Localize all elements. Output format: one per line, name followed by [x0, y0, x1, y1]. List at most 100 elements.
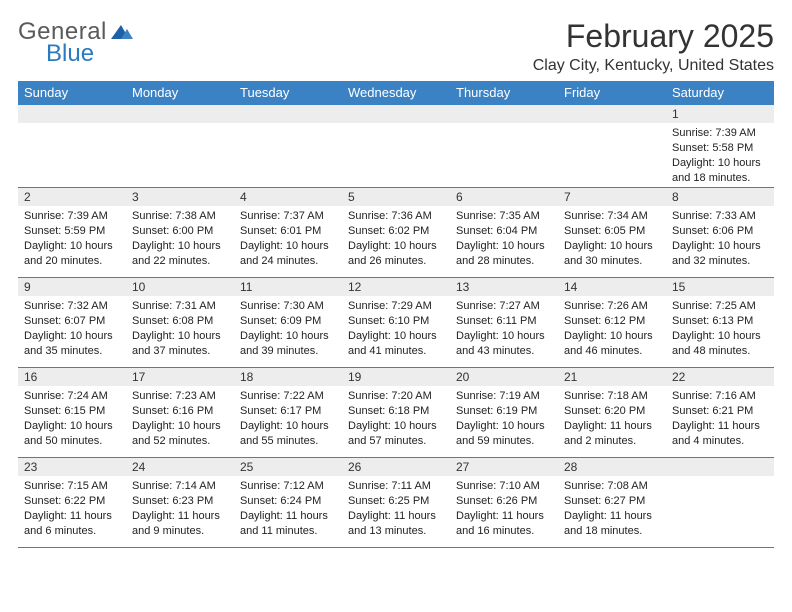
sunset-text: Sunset: 6:02 PM [348, 224, 444, 239]
day-details: Sunrise: 7:35 AMSunset: 6:04 PMDaylight:… [450, 206, 558, 270]
calendar-cell: 26Sunrise: 7:11 AMSunset: 6:25 PMDayligh… [342, 458, 450, 548]
calendar-cell: 27Sunrise: 7:10 AMSunset: 6:26 PMDayligh… [450, 458, 558, 548]
daylight-text: Daylight: 11 hours and 18 minutes. [564, 509, 660, 539]
calendar-week-row: 16Sunrise: 7:24 AMSunset: 6:15 PMDayligh… [18, 368, 774, 458]
sunrise-text: Sunrise: 7:31 AM [132, 299, 228, 314]
day-number: 26 [342, 458, 450, 476]
sunrise-text: Sunrise: 7:32 AM [24, 299, 120, 314]
day-number: 3 [126, 188, 234, 206]
calendar-cell: 17Sunrise: 7:23 AMSunset: 6:16 PMDayligh… [126, 368, 234, 458]
day-number: 15 [666, 278, 774, 296]
calendar-cell [342, 105, 450, 188]
day-number: 12 [342, 278, 450, 296]
sunset-text: Sunset: 6:21 PM [672, 404, 768, 419]
calendar-cell: 11Sunrise: 7:30 AMSunset: 6:09 PMDayligh… [234, 278, 342, 368]
sunrise-text: Sunrise: 7:37 AM [240, 209, 336, 224]
daylight-text: Daylight: 10 hours and 28 minutes. [456, 239, 552, 269]
day-number: 18 [234, 368, 342, 386]
day-number: 4 [234, 188, 342, 206]
day-number: 17 [126, 368, 234, 386]
day-details: Sunrise: 7:16 AMSunset: 6:21 PMDaylight:… [666, 386, 774, 450]
calendar-cell: 2Sunrise: 7:39 AMSunset: 5:59 PMDaylight… [18, 188, 126, 278]
day-number: 21 [558, 368, 666, 386]
sunset-text: Sunset: 6:15 PM [24, 404, 120, 419]
title-block: February 2025 Clay City, Kentucky, Unite… [533, 18, 774, 75]
day-number: 24 [126, 458, 234, 476]
day-details: Sunrise: 7:37 AMSunset: 6:01 PMDaylight:… [234, 206, 342, 270]
day-details: Sunrise: 7:27 AMSunset: 6:11 PMDaylight:… [450, 296, 558, 360]
day-number: 10 [126, 278, 234, 296]
sunrise-text: Sunrise: 7:39 AM [24, 209, 120, 224]
day-number: 8 [666, 188, 774, 206]
calendar-cell: 20Sunrise: 7:19 AMSunset: 6:19 PMDayligh… [450, 368, 558, 458]
sunrise-text: Sunrise: 7:18 AM [564, 389, 660, 404]
weekday-header: Sunday [18, 81, 126, 105]
sunset-text: Sunset: 6:00 PM [132, 224, 228, 239]
calendar-cell: 13Sunrise: 7:27 AMSunset: 6:11 PMDayligh… [450, 278, 558, 368]
day-details: Sunrise: 7:10 AMSunset: 6:26 PMDaylight:… [450, 476, 558, 540]
calendar-cell: 28Sunrise: 7:08 AMSunset: 6:27 PMDayligh… [558, 458, 666, 548]
day-number [666, 458, 774, 476]
day-number: 27 [450, 458, 558, 476]
sunset-text: Sunset: 6:04 PM [456, 224, 552, 239]
sunrise-text: Sunrise: 7:39 AM [672, 126, 768, 141]
calendar-cell: 4Sunrise: 7:37 AMSunset: 6:01 PMDaylight… [234, 188, 342, 278]
daylight-text: Daylight: 10 hours and 22 minutes. [132, 239, 228, 269]
daylight-text: Daylight: 10 hours and 57 minutes. [348, 419, 444, 449]
daylight-text: Daylight: 11 hours and 13 minutes. [348, 509, 444, 539]
sunset-text: Sunset: 6:17 PM [240, 404, 336, 419]
calendar-cell: 15Sunrise: 7:25 AMSunset: 6:13 PMDayligh… [666, 278, 774, 368]
sunrise-text: Sunrise: 7:27 AM [456, 299, 552, 314]
calendar-cell: 16Sunrise: 7:24 AMSunset: 6:15 PMDayligh… [18, 368, 126, 458]
day-number [558, 105, 666, 123]
brand-logo: General Blue [18, 18, 133, 68]
daylight-text: Daylight: 11 hours and 16 minutes. [456, 509, 552, 539]
month-title: February 2025 [533, 18, 774, 55]
day-details: Sunrise: 7:20 AMSunset: 6:18 PMDaylight:… [342, 386, 450, 450]
day-details: Sunrise: 7:33 AMSunset: 6:06 PMDaylight:… [666, 206, 774, 270]
sunrise-text: Sunrise: 7:34 AM [564, 209, 660, 224]
sunrise-text: Sunrise: 7:22 AM [240, 389, 336, 404]
daylight-text: Daylight: 10 hours and 43 minutes. [456, 329, 552, 359]
calendar-cell [450, 105, 558, 188]
day-number [342, 105, 450, 123]
sunset-text: Sunset: 6:13 PM [672, 314, 768, 329]
daylight-text: Daylight: 10 hours and 48 minutes. [672, 329, 768, 359]
sunrise-text: Sunrise: 7:12 AM [240, 479, 336, 494]
day-details: Sunrise: 7:25 AMSunset: 6:13 PMDaylight:… [666, 296, 774, 360]
day-number: 14 [558, 278, 666, 296]
daylight-text: Daylight: 10 hours and 18 minutes. [672, 156, 768, 186]
daylight-text: Daylight: 10 hours and 37 minutes. [132, 329, 228, 359]
sunrise-text: Sunrise: 7:26 AM [564, 299, 660, 314]
day-details: Sunrise: 7:11 AMSunset: 6:25 PMDaylight:… [342, 476, 450, 540]
daylight-text: Daylight: 10 hours and 30 minutes. [564, 239, 660, 269]
daylight-text: Daylight: 10 hours and 41 minutes. [348, 329, 444, 359]
calendar-cell: 10Sunrise: 7:31 AMSunset: 6:08 PMDayligh… [126, 278, 234, 368]
logo-text-blue: Blue [46, 40, 94, 68]
day-number: 1 [666, 105, 774, 123]
sunrise-text: Sunrise: 7:24 AM [24, 389, 120, 404]
day-number: 13 [450, 278, 558, 296]
day-details: Sunrise: 7:08 AMSunset: 6:27 PMDaylight:… [558, 476, 666, 540]
daylight-text: Daylight: 11 hours and 9 minutes. [132, 509, 228, 539]
day-number: 28 [558, 458, 666, 476]
calendar-cell: 24Sunrise: 7:14 AMSunset: 6:23 PMDayligh… [126, 458, 234, 548]
daylight-text: Daylight: 11 hours and 4 minutes. [672, 419, 768, 449]
day-number: 23 [18, 458, 126, 476]
day-number [234, 105, 342, 123]
sunrise-text: Sunrise: 7:19 AM [456, 389, 552, 404]
sunset-text: Sunset: 6:07 PM [24, 314, 120, 329]
sunrise-text: Sunrise: 7:16 AM [672, 389, 768, 404]
weekday-header: Wednesday [342, 81, 450, 105]
sunset-text: Sunset: 6:26 PM [456, 494, 552, 509]
calendar-cell: 9Sunrise: 7:32 AMSunset: 6:07 PMDaylight… [18, 278, 126, 368]
calendar-cell [18, 105, 126, 188]
sunrise-text: Sunrise: 7:15 AM [24, 479, 120, 494]
calendar-cell [234, 105, 342, 188]
day-number: 25 [234, 458, 342, 476]
sunrise-text: Sunrise: 7:10 AM [456, 479, 552, 494]
day-details: Sunrise: 7:39 AMSunset: 5:59 PMDaylight:… [18, 206, 126, 270]
sunrise-text: Sunrise: 7:23 AM [132, 389, 228, 404]
sunrise-text: Sunrise: 7:11 AM [348, 479, 444, 494]
sunset-text: Sunset: 6:12 PM [564, 314, 660, 329]
